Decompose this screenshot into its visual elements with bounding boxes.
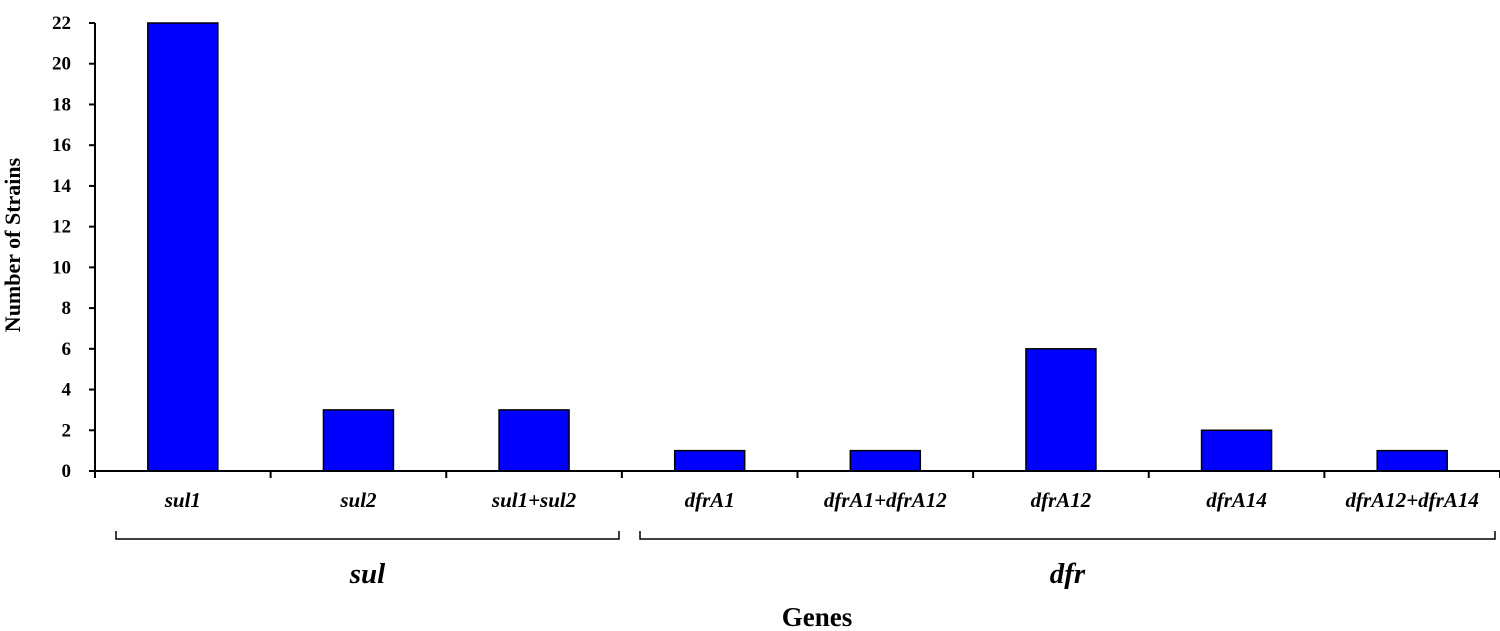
y-axis-title: Number of Strains	[0, 157, 25, 332]
bar-dfrA14	[1200, 429, 1273, 472]
y-tick-label: 0	[62, 461, 72, 482]
y-tick-label: 4	[62, 380, 72, 401]
bar-dfrA12+dfrA14	[1376, 449, 1448, 472]
y-tick-label: 8	[62, 298, 72, 319]
x-axis-title: Genes	[782, 602, 853, 631]
category-label: sul1	[164, 488, 201, 512]
bar-sul2	[322, 409, 395, 472]
bar-sul1+sul2	[498, 409, 570, 472]
bar-dfrA1	[673, 449, 746, 472]
category-label: dfrA12	[1031, 488, 1092, 512]
y-tick-label: 12	[52, 217, 71, 238]
y-tick-label: 22	[52, 13, 71, 34]
y-tick-label: 18	[52, 94, 71, 115]
y-tick-label: 20	[52, 54, 71, 75]
category-label: sul2	[339, 488, 377, 512]
category-label: sul1+sul2	[491, 488, 577, 512]
y-tick-label: 16	[52, 135, 71, 156]
bar-dfrA1+dfrA12	[849, 449, 922, 472]
y-tick-label: 2	[62, 420, 72, 441]
y-tick-label: 14	[52, 176, 72, 197]
y-tick-label: 10	[52, 257, 71, 278]
group-label: dfr	[1050, 558, 1086, 590]
category-label: dfrA14	[1206, 488, 1267, 512]
labels-layer: 0 2 4 6 8 10 12 14 16 18 20 22 sul1 sul2 sul1+sul2 dfrA…	[52, 13, 1479, 590]
group-bracket	[115, 531, 620, 540]
category-label: dfrA12+dfrA14	[1346, 488, 1479, 512]
bars-layer	[147, 22, 1448, 472]
bar-dfrA12	[1025, 348, 1097, 472]
y-tick-label: 6	[62, 339, 72, 360]
group-bracket	[639, 531, 1496, 540]
axes-layer	[89, 22, 1500, 540]
category-label: dfrA1+dfrA12	[824, 488, 947, 512]
bar-sul1	[147, 22, 219, 472]
group-label: sul	[349, 558, 386, 590]
category-label: dfrA1	[685, 488, 735, 512]
